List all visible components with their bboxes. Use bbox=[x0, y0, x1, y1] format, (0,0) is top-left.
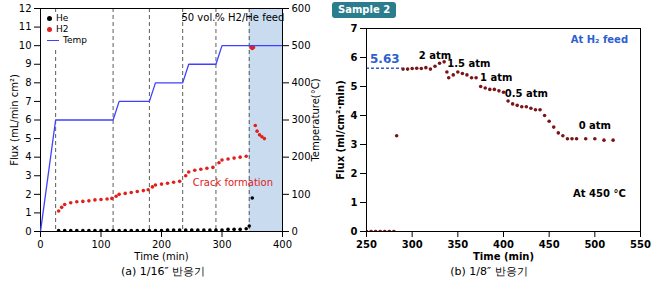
svg-text:500: 500 bbox=[584, 239, 605, 250]
svg-text:1: 1 bbox=[25, 207, 31, 218]
svg-text:300: 300 bbox=[292, 114, 311, 125]
svg-text:250: 250 bbox=[356, 239, 377, 250]
svg-text:At H₂ feed: At H₂ feed bbox=[571, 34, 628, 45]
svg-text:400: 400 bbox=[493, 239, 514, 250]
html-text:H2: H2 bbox=[56, 24, 69, 34]
svg-text:2: 2 bbox=[25, 189, 31, 200]
svg-text:Flux (ml/cm²·min): Flux (ml/cm²·min) bbox=[335, 80, 346, 179]
html-text:(b) 1/8″ 반응기: (b) 1/8″ 반응기 bbox=[450, 265, 528, 278]
svg-text:450: 450 bbox=[539, 239, 560, 250]
svg-text:7: 7 bbox=[25, 96, 31, 107]
svg-text:At 450 °C: At 450 °C bbox=[573, 188, 626, 199]
svg-text:1 atm: 1 atm bbox=[480, 72, 512, 83]
svg-text:400: 400 bbox=[292, 77, 311, 88]
svg-text:Time (min): Time (min) bbox=[473, 251, 534, 262]
svg-text:0: 0 bbox=[37, 239, 43, 250]
svg-text:550: 550 bbox=[630, 239, 651, 250]
svg-text:6: 6 bbox=[25, 114, 31, 125]
svg-text:2: 2 bbox=[351, 168, 358, 179]
svg-text:0 atm: 0 atm bbox=[579, 120, 611, 131]
html-text:(a) 1/16″ 반응기: (a) 1/16″ 반응기 bbox=[120, 265, 206, 278]
svg-text:1.5 atm: 1.5 atm bbox=[447, 58, 490, 69]
svg-text:400: 400 bbox=[273, 239, 292, 250]
svg-text:200: 200 bbox=[292, 151, 311, 162]
html-text:Sample 2: Sample 2 bbox=[338, 4, 391, 15]
svg-text:600: 600 bbox=[292, 3, 311, 14]
html-text:Temp: Temp bbox=[63, 35, 87, 45]
svg-text:12: 12 bbox=[19, 3, 32, 14]
svg-text:3: 3 bbox=[351, 139, 358, 150]
svg-text:11: 11 bbox=[19, 21, 32, 32]
svg-text:Temperature(°C): Temperature(°C) bbox=[310, 78, 321, 162]
svg-text:1: 1 bbox=[351, 197, 358, 208]
svg-text:7: 7 bbox=[351, 23, 358, 34]
svg-text:0: 0 bbox=[351, 226, 358, 237]
svg-text:300: 300 bbox=[402, 239, 423, 250]
svg-text:10: 10 bbox=[19, 40, 32, 51]
svg-text:2 atm: 2 atm bbox=[418, 50, 452, 62]
svg-text:0.5 atm: 0.5 atm bbox=[505, 88, 548, 99]
svg-text:3: 3 bbox=[25, 170, 31, 181]
svg-text:50 vol.% H2/He feed: 50 vol.% H2/He feed bbox=[181, 12, 284, 23]
svg-text:0: 0 bbox=[25, 226, 31, 237]
svg-text:0: 0 bbox=[292, 226, 298, 237]
svg-text:5: 5 bbox=[25, 133, 31, 144]
svg-text:500: 500 bbox=[292, 40, 311, 51]
svg-text:Crack formation: Crack formation bbox=[193, 177, 273, 188]
svg-text:4: 4 bbox=[351, 110, 358, 121]
svg-text:300: 300 bbox=[212, 239, 231, 250]
svg-text:5.63: 5.63 bbox=[370, 52, 400, 66]
svg-text:100: 100 bbox=[292, 189, 311, 200]
svg-text:4: 4 bbox=[25, 151, 31, 162]
svg-text:9: 9 bbox=[25, 58, 31, 69]
html-text:He: He bbox=[56, 13, 69, 23]
svg-text:350: 350 bbox=[447, 239, 468, 250]
svg-text:200: 200 bbox=[152, 239, 171, 250]
svg-text:Time (min): Time (min) bbox=[133, 251, 188, 262]
svg-text:8: 8 bbox=[25, 77, 31, 88]
svg-text:100: 100 bbox=[91, 239, 110, 250]
svg-text:Flux (mL/min cm²): Flux (mL/min cm²) bbox=[9, 74, 20, 166]
svg-text:5: 5 bbox=[351, 81, 358, 92]
svg-text:6: 6 bbox=[351, 52, 358, 63]
